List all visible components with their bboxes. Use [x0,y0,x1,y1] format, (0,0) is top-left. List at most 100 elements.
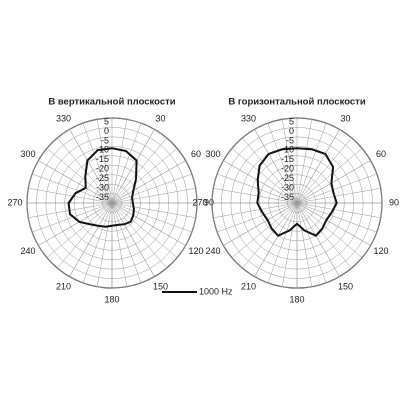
r-tick-label: -20 [96,164,109,174]
spoke [111,202,192,233]
r-tick-label: -5 [101,135,109,145]
theta-tick-label: 330 [241,113,256,123]
spoke [217,173,298,204]
spoke [111,202,178,258]
theta-tick-label: 90 [204,197,214,207]
r-tick-label: -25 [281,173,294,183]
theta-tick-label: 240 [205,246,220,256]
spoke [296,148,363,204]
theta-tick [296,129,340,204]
spoke [57,137,113,204]
spoke [111,202,167,269]
spoke [296,202,377,233]
theta-tick-label: 90 [389,197,399,207]
r-tick-label: -35 [281,192,294,202]
theta-tick [111,160,186,204]
theta-tick [69,202,113,277]
spoke [267,123,298,204]
spoke [46,148,113,204]
spoke [111,173,192,204]
r-tick-label: -25 [96,173,109,183]
theta-tick-label: 180 [289,294,304,304]
theta-tick [296,160,371,204]
theta-tick-label: 150 [338,281,353,291]
theta-tick [69,129,113,204]
theta-tick-label: 210 [56,281,71,291]
spoke [46,202,113,258]
theta-tick [111,202,155,277]
r-tick-label: -30 [281,182,294,192]
theta-tick [223,160,298,204]
spoke [111,202,142,283]
theta-tick-label: 240 [20,246,35,256]
spoke [96,119,113,204]
spoke [213,187,298,204]
spoke [296,187,381,204]
spoke [32,202,113,233]
chart-title: В горизонтальной плоскости [228,97,365,108]
theta-tick [111,202,186,246]
spoke [213,202,298,219]
spoke [96,202,113,287]
spoke [281,202,298,287]
r-tick-label: 5 [104,116,109,126]
spoke [267,202,298,283]
spoke [296,202,381,219]
r-tick-label: 0 [104,126,109,136]
theta-tick-label: 270 [7,197,22,207]
theta-tick-label: 150 [153,281,168,291]
spoke [296,137,352,204]
spoke [111,187,196,204]
r-tick-label: -20 [281,164,294,174]
r-tick-label: -35 [96,192,109,202]
legend-label: 1000 Hz [199,286,233,296]
spoke [242,137,298,204]
spoke [231,202,298,258]
theta-tick-label: 330 [56,113,71,123]
spoke [296,202,327,283]
theta-tick-label: 300 [20,149,35,159]
theta-tick-label: 270 [192,197,207,207]
spoke [242,202,298,269]
theta-tick-label: 180 [104,294,119,304]
pattern-line [67,147,138,228]
theta-tick [296,202,340,277]
pattern-line [256,147,338,237]
theta-tick [38,202,113,246]
spoke [296,202,363,258]
spoke [111,119,128,204]
spoke [111,148,178,204]
theta-tick-label: 300 [205,149,220,159]
spoke [111,137,167,204]
theta-tick [111,129,155,204]
theta-tick-label: 60 [191,149,201,159]
r-tick-label: -30 [96,182,109,192]
spoke [82,202,113,283]
theta-tick-label: 210 [241,281,256,291]
spoke [296,173,377,204]
theta-tick [296,202,371,246]
spoke [111,123,142,204]
spoke [57,202,113,269]
r-tick-label: 0 [289,126,294,136]
spoke [217,202,298,233]
theta-tick-label: 30 [340,113,350,123]
spoke [296,123,327,204]
r-tick-label: -15 [96,154,109,164]
spoke [28,187,113,204]
theta-tick-label: 120 [188,246,203,256]
chart-title: В вертикальной плоскости [48,97,175,108]
spoke [32,173,113,204]
spoke [281,119,298,204]
r-tick-label: -15 [281,154,294,164]
theta-tick [254,129,298,204]
spoke [82,123,113,204]
theta-tick [254,202,298,277]
spoke [111,202,196,219]
spoke [111,202,128,287]
spoke [296,202,352,269]
r-tick-label: 5 [289,116,294,126]
r-tick-label: -5 [286,135,294,145]
spoke [231,148,298,204]
